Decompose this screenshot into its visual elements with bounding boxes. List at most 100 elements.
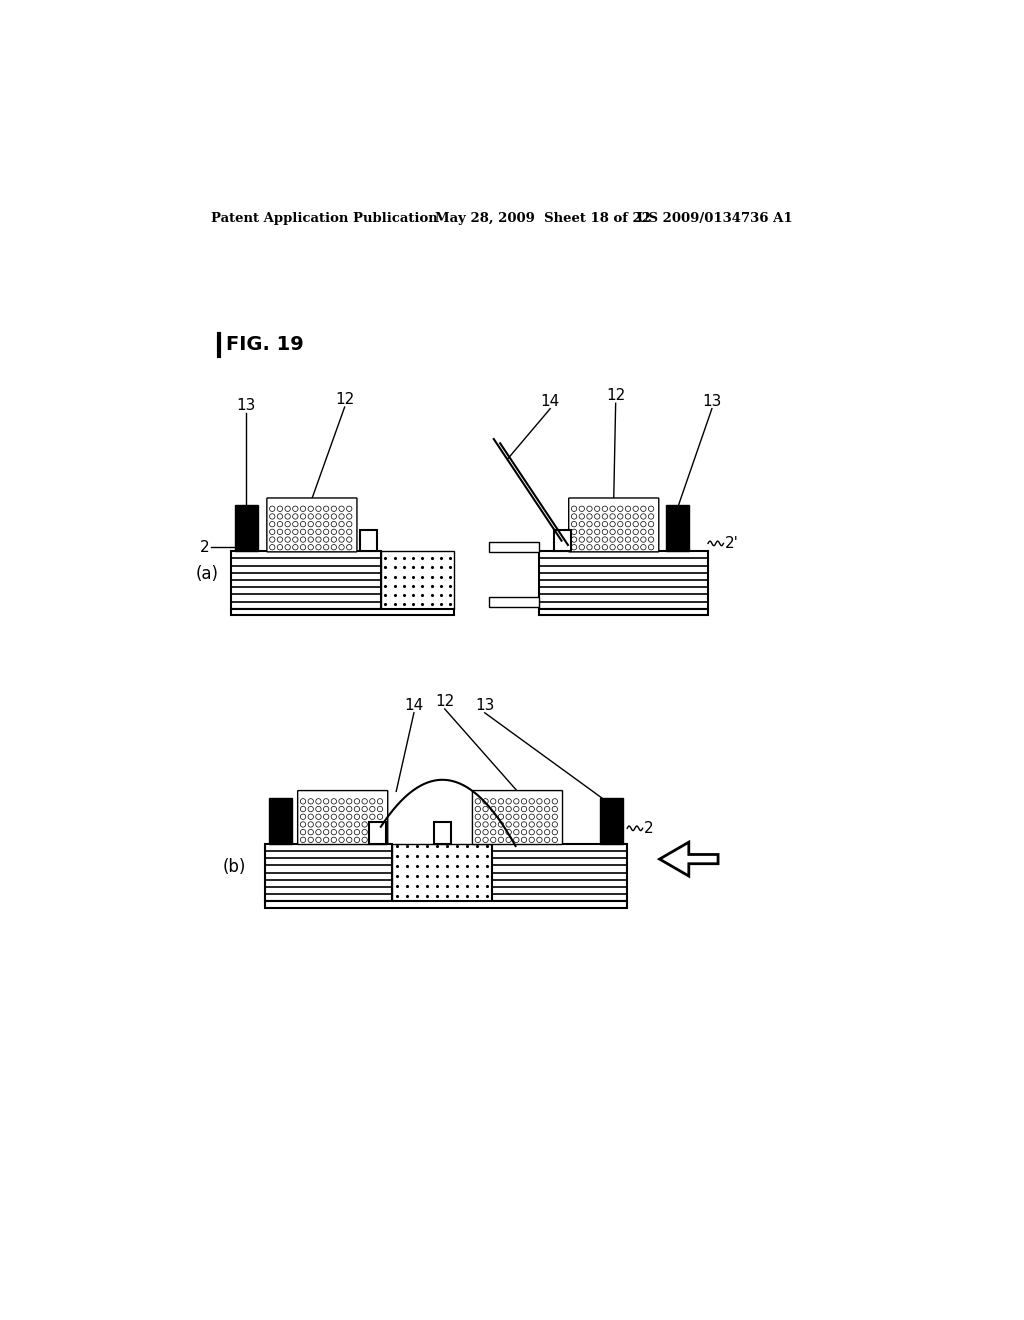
Circle shape — [545, 807, 550, 812]
Circle shape — [346, 537, 352, 543]
Circle shape — [580, 545, 585, 550]
Circle shape — [324, 807, 329, 812]
Circle shape — [370, 799, 375, 804]
Bar — [554, 529, 571, 552]
Circle shape — [571, 537, 577, 543]
Circle shape — [308, 829, 313, 834]
Circle shape — [475, 799, 480, 804]
Circle shape — [537, 799, 542, 804]
Circle shape — [308, 545, 313, 550]
Bar — [600, 797, 624, 843]
Circle shape — [641, 506, 646, 511]
Text: 2': 2' — [725, 536, 739, 550]
Circle shape — [545, 814, 550, 820]
Text: (b): (b) — [223, 858, 247, 875]
Circle shape — [324, 837, 329, 842]
Circle shape — [617, 513, 623, 519]
Circle shape — [610, 545, 615, 550]
Circle shape — [370, 807, 375, 812]
Circle shape — [378, 822, 383, 828]
Polygon shape — [659, 842, 718, 876]
Circle shape — [475, 807, 480, 812]
Circle shape — [293, 513, 298, 519]
Circle shape — [354, 822, 359, 828]
Circle shape — [324, 822, 329, 828]
Circle shape — [354, 799, 359, 804]
Circle shape — [285, 529, 291, 535]
Circle shape — [331, 807, 337, 812]
Circle shape — [315, 799, 322, 804]
Circle shape — [499, 807, 504, 812]
Bar — [230, 609, 454, 615]
Circle shape — [483, 799, 488, 804]
Circle shape — [285, 537, 291, 543]
Circle shape — [331, 814, 337, 820]
Circle shape — [529, 799, 535, 804]
Circle shape — [324, 814, 329, 820]
Circle shape — [339, 837, 344, 842]
Circle shape — [483, 837, 488, 842]
Circle shape — [315, 814, 322, 820]
Circle shape — [506, 807, 511, 812]
Circle shape — [617, 506, 623, 511]
Circle shape — [587, 537, 592, 543]
Circle shape — [293, 521, 298, 527]
Circle shape — [483, 829, 488, 834]
Circle shape — [571, 506, 577, 511]
Circle shape — [595, 537, 600, 543]
Circle shape — [331, 799, 337, 804]
Circle shape — [269, 545, 274, 550]
Circle shape — [475, 822, 480, 828]
Circle shape — [483, 807, 488, 812]
Circle shape — [648, 506, 653, 511]
Circle shape — [346, 814, 352, 820]
Circle shape — [610, 529, 615, 535]
Bar — [265, 843, 392, 902]
Circle shape — [537, 822, 542, 828]
Circle shape — [324, 521, 329, 527]
Circle shape — [361, 799, 368, 804]
Circle shape — [339, 822, 344, 828]
Circle shape — [571, 545, 577, 550]
Circle shape — [571, 513, 577, 519]
Circle shape — [300, 545, 306, 550]
Circle shape — [278, 521, 283, 527]
Circle shape — [514, 837, 519, 842]
Circle shape — [315, 545, 322, 550]
Circle shape — [315, 529, 322, 535]
Circle shape — [571, 521, 577, 527]
Circle shape — [300, 529, 306, 535]
Circle shape — [370, 822, 375, 828]
Circle shape — [633, 506, 638, 511]
Circle shape — [331, 822, 337, 828]
Circle shape — [626, 545, 631, 550]
Circle shape — [626, 513, 631, 519]
Circle shape — [285, 513, 291, 519]
Circle shape — [354, 807, 359, 812]
Circle shape — [293, 529, 298, 535]
Circle shape — [648, 513, 653, 519]
Circle shape — [602, 529, 607, 535]
Bar — [234, 506, 258, 552]
FancyBboxPatch shape — [298, 791, 388, 845]
Circle shape — [521, 829, 526, 834]
Circle shape — [587, 513, 592, 519]
Circle shape — [293, 545, 298, 550]
Circle shape — [324, 829, 329, 834]
Bar — [488, 543, 539, 552]
Circle shape — [490, 837, 496, 842]
Circle shape — [308, 799, 313, 804]
Circle shape — [346, 807, 352, 812]
Circle shape — [361, 837, 368, 842]
Circle shape — [587, 506, 592, 511]
Circle shape — [269, 506, 274, 511]
Circle shape — [361, 814, 368, 820]
Circle shape — [300, 537, 306, 543]
Text: 12: 12 — [435, 694, 455, 709]
Bar — [434, 822, 451, 843]
Circle shape — [331, 537, 337, 543]
Circle shape — [648, 537, 653, 543]
Circle shape — [278, 513, 283, 519]
Circle shape — [346, 529, 352, 535]
Circle shape — [370, 837, 375, 842]
